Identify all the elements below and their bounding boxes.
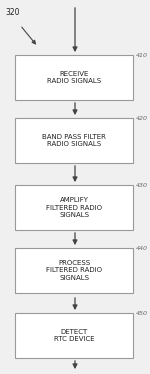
Text: 420: 420 — [136, 116, 148, 121]
FancyBboxPatch shape — [15, 248, 133, 293]
Text: BAND PASS FILTER
RADIO SIGNALS: BAND PASS FILTER RADIO SIGNALS — [42, 134, 106, 147]
FancyBboxPatch shape — [15, 185, 133, 230]
Text: 450: 450 — [136, 311, 148, 316]
FancyBboxPatch shape — [15, 118, 133, 163]
Text: DETECT
RTC DEVICE: DETECT RTC DEVICE — [54, 329, 94, 342]
FancyBboxPatch shape — [15, 313, 133, 358]
Text: 430: 430 — [136, 183, 148, 188]
Text: 410: 410 — [136, 53, 148, 58]
Text: AMPLIFY
FILTERED RADIO
SIGNALS: AMPLIFY FILTERED RADIO SIGNALS — [46, 197, 102, 218]
Text: RECEIVE
RADIO SIGNALS: RECEIVE RADIO SIGNALS — [47, 71, 101, 85]
FancyBboxPatch shape — [15, 55, 133, 100]
Text: 320: 320 — [5, 8, 20, 17]
Text: 440: 440 — [136, 246, 148, 251]
Text: PROCESS
FILTERED RADIO
SIGNALS: PROCESS FILTERED RADIO SIGNALS — [46, 260, 102, 281]
